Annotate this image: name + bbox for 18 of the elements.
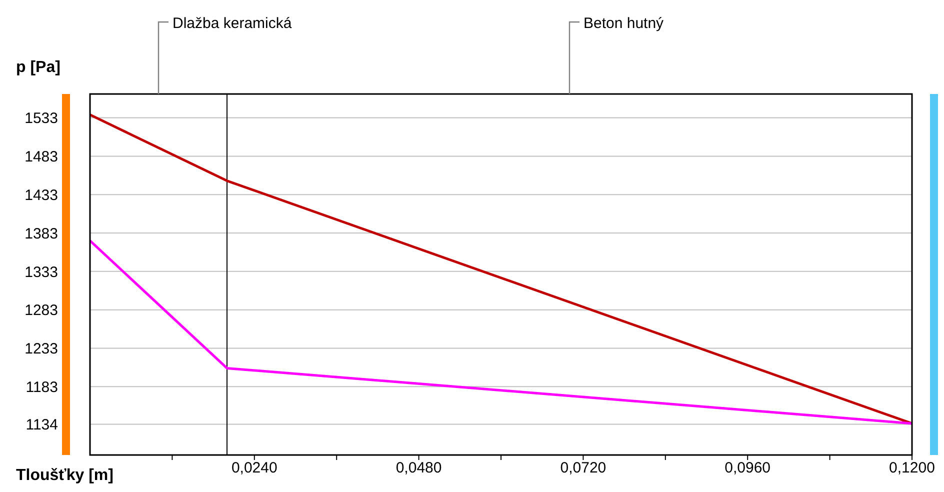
- text: Dlažba keramická: [172, 15, 292, 32]
- y-tick-label: 1233: [24, 340, 58, 358]
- x-tick-label: 0,0720: [560, 460, 606, 477]
- x-axis-title: Tloušťky [m]: [16, 467, 114, 484]
- y-axis-title: p [Pa]: [16, 59, 60, 76]
- y-tick-label: 1483: [24, 148, 58, 166]
- y-tick-label: 1383: [24, 225, 58, 242]
- x-tick-label: 0,1200: [889, 460, 935, 477]
- y-tick-label: 1134: [26, 416, 58, 434]
- x-tick-label: 0,0240: [231, 460, 278, 477]
- x-tick-label: 0,0960: [724, 460, 771, 477]
- y-tick-label: 1183: [26, 378, 58, 396]
- y-tick-label: 1333: [24, 264, 58, 281]
- x-tick-label: 0,0480: [396, 460, 442, 477]
- text: Beton hutný: [584, 15, 664, 32]
- y-tick-label: 1283: [24, 302, 58, 320]
- y-tick-label: 1533: [24, 110, 58, 128]
- y-tick-label: 1433: [24, 186, 58, 204]
